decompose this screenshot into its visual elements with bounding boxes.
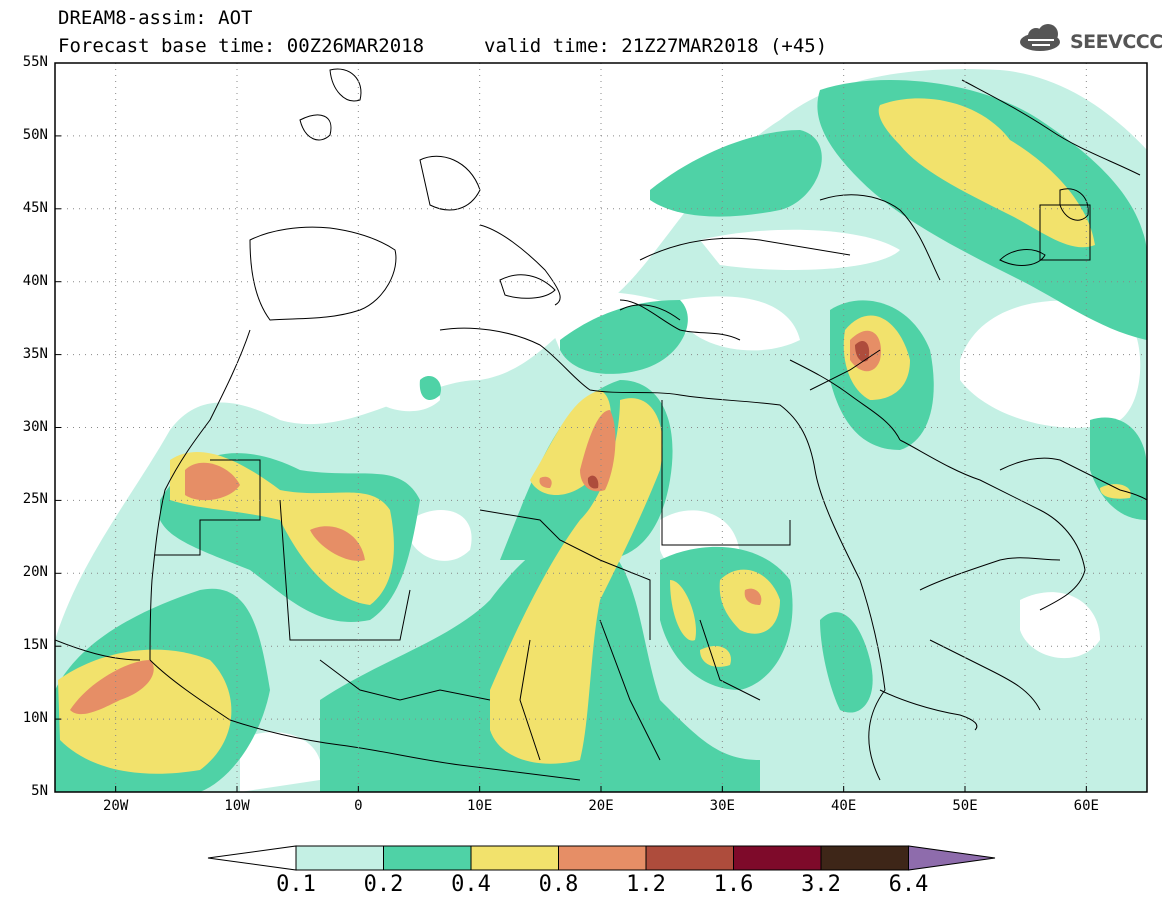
colorbar-label: 0.2 (363, 872, 404, 897)
colorbar-label: 3.2 (801, 872, 841, 897)
logo-text: SEEVCCC (1070, 31, 1163, 53)
colorbar-swatch (558, 845, 647, 871)
lat-label: 55N (22, 54, 48, 70)
colorbar-min-arrow (207, 845, 297, 871)
lon-label: 20E (588, 798, 614, 814)
colorbar-label: 0.4 (451, 872, 491, 897)
lon-label: 20W (103, 798, 129, 814)
lat-label: 50N (22, 126, 48, 143)
lat-label: 20N (22, 564, 48, 581)
lat-label: 5N (31, 783, 48, 799)
colorbar-max-arrow (908, 845, 996, 871)
colorbar-label: 0.8 (538, 872, 579, 897)
colorbar-swatch (383, 845, 472, 871)
lon-label: 50E (952, 798, 978, 814)
coastlines (55, 68, 1147, 781)
axis-ticks (55, 62, 1087, 793)
lat-label: 15N (22, 637, 48, 654)
lon-label: 10W (224, 798, 250, 814)
colorbar-label: 1.6 (713, 872, 754, 897)
aot-field (55, 69, 1147, 792)
colorbar (207, 845, 996, 871)
colorbar-label: 6.4 (888, 872, 929, 897)
lat-label: 35N (22, 345, 48, 362)
lat-label: 25N (22, 491, 48, 508)
lat-label: 10N (22, 710, 48, 727)
lon-label: 30E (709, 798, 735, 814)
colorbar-swatch (733, 845, 822, 871)
lon-label: 0 (354, 798, 363, 814)
lon-label: 40E (831, 798, 857, 814)
colorbar-label: 0.1 (276, 872, 316, 897)
base-time: Forecast base time: 00Z26MAR2018 (58, 35, 425, 57)
lat-label: 45N (22, 199, 48, 216)
valid-time: valid time: 21Z27MAR2018 (+45) (484, 35, 828, 57)
colorbar-swatch (645, 845, 734, 871)
seevccc-logo (1020, 24, 1060, 51)
colorbar-label: 1.2 (626, 872, 666, 897)
lon-label: 10E (467, 798, 493, 814)
grid-lines (55, 63, 1147, 792)
colorbar-swatch (295, 845, 384, 871)
lon-label: 60E (1073, 798, 1099, 814)
colorbar-swatch (820, 845, 909, 871)
colorbar-swatch (470, 845, 559, 871)
lat-label: 30N (22, 418, 48, 435)
chart-title: DREAM8-assim: AOT (58, 7, 253, 29)
lat-label: 40N (22, 272, 48, 289)
